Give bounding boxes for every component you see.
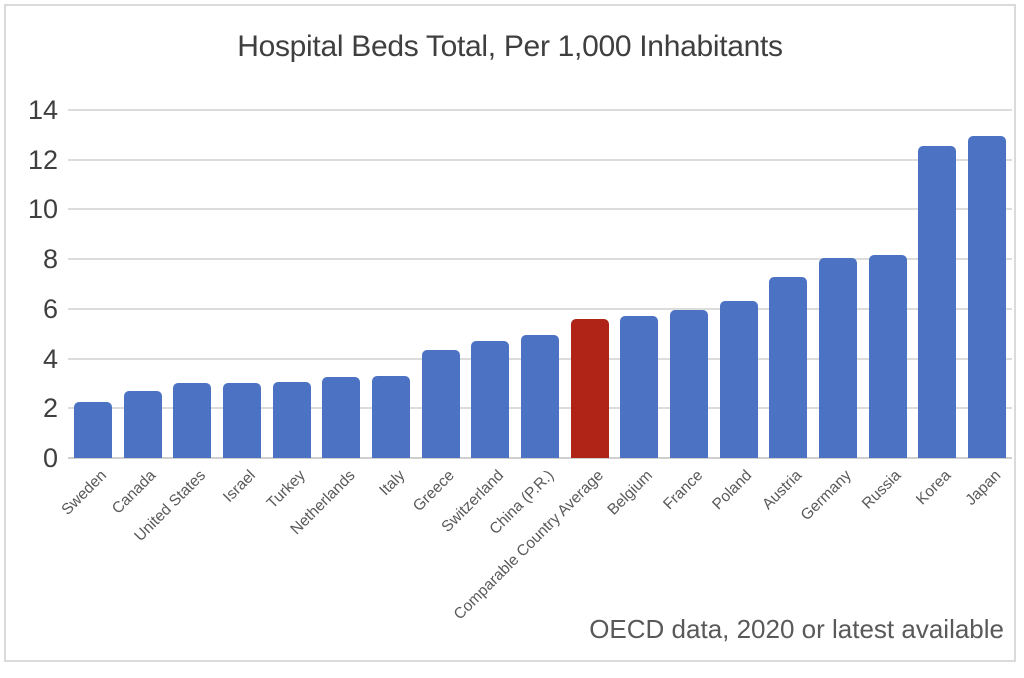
x-tick-label-germany: Germany <box>798 467 856 525</box>
chart-frame: Hospital Beds Total, Per 1,000 Inhabitan… <box>4 4 1016 662</box>
bar-belgium <box>620 316 659 458</box>
x-tick-label-italy: Italy <box>375 467 408 500</box>
bar-austria <box>769 276 808 458</box>
y-tick-label-4: 4 <box>42 343 58 374</box>
x-tick-label-greece: Greece <box>409 467 458 515</box>
x-tick-label-korea: Korea <box>913 467 955 509</box>
gridline-y-10 <box>68 208 1012 211</box>
x-tick-label-belgium: Belgium <box>604 467 657 519</box>
x-tick-label-poland: Poland <box>709 467 756 514</box>
bar-comparable-country-average <box>570 318 609 458</box>
x-tick-label-sweden: Sweden <box>58 467 110 519</box>
bar-israel <box>222 383 261 458</box>
gridline-y-14 <box>68 109 1012 111</box>
bar-sweden <box>73 402 112 458</box>
bar-switzerland <box>471 341 510 458</box>
plot-area <box>68 109 1012 459</box>
y-tick-label-8: 8 <box>42 244 58 275</box>
x-tick-label-france: France <box>659 467 707 514</box>
y-tick-label-12: 12 <box>27 144 58 175</box>
x-tick-label-russia: Russia <box>859 467 905 513</box>
gridline-y-12 <box>68 158 1012 161</box>
y-tick-label-6: 6 <box>42 293 58 324</box>
bar-korea <box>918 146 957 458</box>
bar-netherlands <box>322 377 361 458</box>
x-tick-label-japan: Japan <box>962 467 1005 509</box>
bar-germany <box>819 257 858 458</box>
x-tick-label-turkey: Turkey <box>263 467 309 513</box>
bar-canada <box>123 390 162 458</box>
y-tick-label-0: 0 <box>42 443 58 473</box>
source-note: OECD data, 2020 or latest available <box>589 614 1004 644</box>
chart-title: Hospital Beds Total, Per 1,000 Inhabitan… <box>237 30 783 63</box>
bar-united-states <box>173 383 212 458</box>
y-tick-label-14: 14 <box>27 95 58 125</box>
chart-canvas: Hospital Beds Total, Per 1,000 Inhabitan… <box>6 6 1014 660</box>
bar-japan <box>968 136 1007 458</box>
y-tick-label-10: 10 <box>27 194 58 225</box>
bar-france <box>670 310 709 458</box>
gridline-y-6 <box>68 307 1012 310</box>
gridline-y-8 <box>68 258 1012 261</box>
x-axis-line <box>68 457 1012 459</box>
bar-italy <box>371 375 410 458</box>
bar-greece <box>421 349 460 458</box>
bar-poland <box>719 301 758 458</box>
x-tick-label-israel: Israel <box>220 467 259 506</box>
y-tick-label-2: 2 <box>42 393 58 424</box>
x-tick-label-austria: Austria <box>759 467 806 514</box>
bar-russia <box>868 255 907 458</box>
bar-turkey <box>272 382 311 458</box>
bar-china-p-r <box>521 334 559 458</box>
